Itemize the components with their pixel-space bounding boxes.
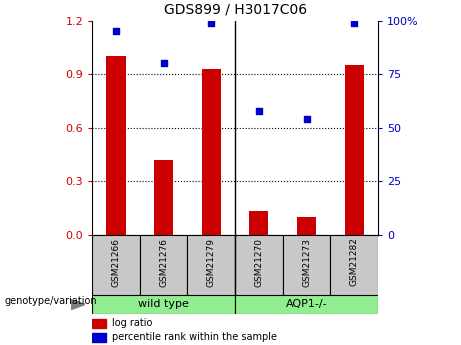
Bar	[235, 295, 378, 314]
Point	[255, 108, 263, 113]
Title: GDS899 / H3017C06: GDS899 / H3017C06	[164, 3, 307, 17]
Bar	[92, 295, 235, 314]
Bar	[331, 235, 378, 295]
Bar	[297, 217, 316, 235]
Bar	[154, 160, 173, 235]
Bar	[202, 69, 221, 235]
Text: GSM21276: GSM21276	[159, 238, 168, 287]
Text: log ratio: log ratio	[112, 318, 153, 328]
Bar	[188, 235, 235, 295]
Text: wild type: wild type	[138, 299, 189, 309]
Text: genotype/variation: genotype/variation	[5, 296, 97, 306]
Bar	[92, 333, 106, 342]
Bar	[235, 235, 283, 295]
Bar	[249, 211, 268, 235]
Text: percentile rank within the sample: percentile rank within the sample	[112, 332, 277, 342]
Bar	[283, 235, 331, 295]
Text: GSM21270: GSM21270	[254, 238, 263, 287]
Text: GSM21279: GSM21279	[207, 238, 216, 287]
Point	[207, 20, 215, 26]
Point	[112, 29, 120, 34]
Bar	[140, 235, 188, 295]
Text: AQP1-/-: AQP1-/-	[286, 299, 327, 309]
Point	[350, 20, 358, 26]
Polygon shape	[71, 299, 85, 309]
Bar	[345, 65, 364, 235]
Text: GSM21266: GSM21266	[112, 238, 120, 287]
Point	[160, 61, 167, 66]
Text: GSM21273: GSM21273	[302, 238, 311, 287]
Point	[303, 116, 310, 122]
Bar	[106, 56, 125, 235]
Bar	[92, 235, 140, 295]
Bar	[92, 319, 106, 328]
Text: GSM21282: GSM21282	[350, 238, 359, 286]
